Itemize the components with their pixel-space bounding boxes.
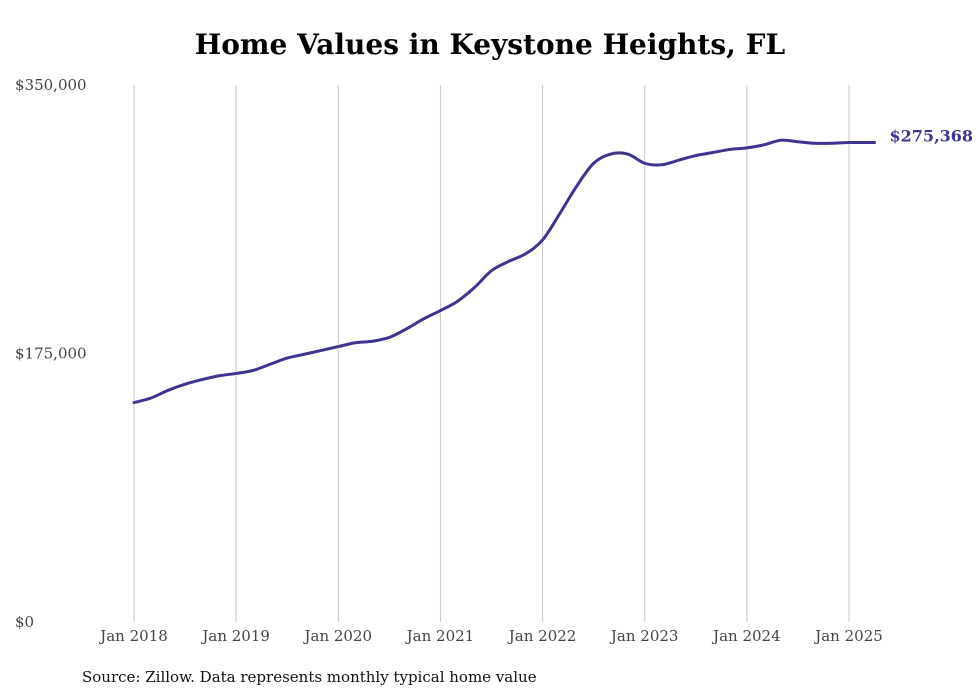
x-tick-label: Jan 2025: [813, 627, 883, 645]
x-tick-label: Jan 2019: [200, 627, 270, 645]
x-tick-label: Jan 2023: [609, 627, 679, 645]
x-tick-label: Jan 2020: [303, 627, 373, 645]
x-axis-ticks: Jan 2018 Jan 2019 Jan 2020 Jan 2021 Jan 2022…: [98, 627, 883, 645]
series-layer: [132, 138, 877, 405]
source-note: Source: Zillow. Data represents monthly …: [82, 668, 537, 686]
y-tick-label: $350,000: [15, 76, 87, 94]
gridlines: [133, 85, 850, 622]
end-value-label: $275,368: [890, 127, 974, 146]
chart-title: Home Values in Keystone Heights, FL: [194, 28, 786, 61]
x-tick-label: Jan 2018: [98, 627, 168, 645]
y-tick-label: $0: [15, 613, 34, 631]
series-line: [132, 138, 877, 405]
y-axis-ticks: $0 $175,000 $350,000: [15, 76, 87, 631]
x-tick-label: Jan 2022: [507, 627, 577, 645]
x-tick-label: Jan 2024: [711, 627, 781, 645]
x-tick-label: Jan 2021: [405, 627, 475, 645]
y-tick-label: $175,000: [15, 345, 87, 363]
